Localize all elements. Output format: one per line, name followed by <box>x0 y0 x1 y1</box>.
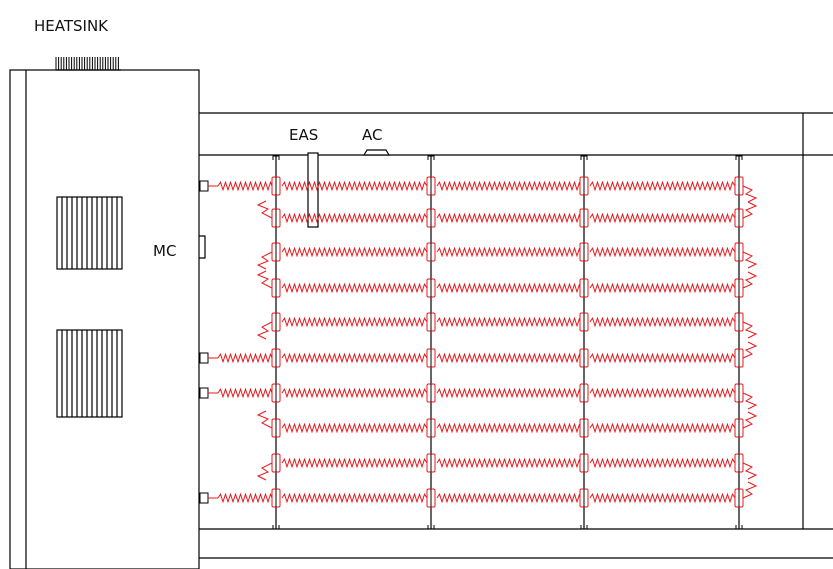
support-rails <box>272 155 743 530</box>
coil-segment <box>589 246 736 258</box>
coil-return-left <box>256 270 273 289</box>
coil-segment <box>281 352 428 364</box>
rail-bracket-bottom <box>272 525 280 530</box>
coil-segment <box>589 387 736 399</box>
coil-row <box>256 200 758 228</box>
coil-segment <box>436 282 581 294</box>
coil-return-right <box>742 251 758 269</box>
coil-return-left <box>256 251 273 270</box>
ac-label: AC <box>362 126 382 144</box>
coil-segment <box>281 180 428 192</box>
coil-segment <box>589 457 736 469</box>
coil-return-right <box>742 392 758 410</box>
coil-segment <box>589 422 736 434</box>
coil-segment <box>589 316 736 328</box>
terminal-block <box>199 180 209 192</box>
coil-segment <box>589 352 736 364</box>
coil-row <box>199 383 758 410</box>
coil-segment <box>217 352 273 364</box>
coil-segment <box>436 387 581 399</box>
duct-housing <box>199 112 833 559</box>
coil-return-right <box>742 411 758 429</box>
coil-segment <box>589 180 736 192</box>
coil-row <box>256 453 758 481</box>
coil-segment <box>436 212 581 224</box>
vent-frame <box>56 196 123 270</box>
vent-grille-top <box>56 196 123 270</box>
coil-segment <box>281 387 428 399</box>
rail-bracket-bottom <box>580 525 588 530</box>
coil-segment <box>436 180 581 192</box>
rail-bracket-bottom <box>735 525 743 530</box>
coil-segment <box>436 352 581 364</box>
coil-segment <box>436 422 581 434</box>
rail-bracket-top <box>427 155 435 160</box>
coil-return-left <box>256 410 273 429</box>
terminal-block <box>199 492 209 504</box>
coil-return-left <box>256 200 273 219</box>
coil-segment <box>281 316 428 328</box>
coil-return-right <box>742 321 758 339</box>
coil-return-right <box>742 341 758 359</box>
coil-segment <box>589 282 736 294</box>
coil-segment <box>589 492 736 504</box>
coil-segment <box>281 212 428 224</box>
rail-bracket-top <box>735 155 743 160</box>
coil-segment <box>436 246 581 258</box>
terminal-block <box>199 352 209 364</box>
heatsink-label: HEATSINK <box>34 17 109 35</box>
coil-segment <box>281 246 428 258</box>
eas-label: EAS <box>289 126 318 144</box>
coil-row <box>256 242 758 270</box>
rail-bracket-bottom <box>427 525 435 530</box>
coil-segment <box>436 316 581 328</box>
coil-row <box>256 270 758 298</box>
coil-return-right <box>742 201 758 219</box>
coil-segment <box>436 457 581 469</box>
terminal-block <box>199 387 209 399</box>
coil-segment <box>281 457 428 469</box>
rail-bracket-top <box>580 155 588 160</box>
coil-segment <box>217 387 273 399</box>
coil-return-right <box>742 462 758 480</box>
mc-label: MC <box>153 242 176 260</box>
coil-row <box>199 176 758 203</box>
vent-frame <box>56 329 123 418</box>
coil-return-right <box>742 271 758 289</box>
coil-segment <box>589 212 736 224</box>
coil-row <box>199 481 758 508</box>
heatsink-fins <box>55 57 121 71</box>
coil-return-left <box>256 462 273 481</box>
coil-return-left <box>256 321 273 340</box>
coil-return-right <box>742 185 758 203</box>
eas-sensor <box>307 152 319 228</box>
mc-connector <box>199 235 206 259</box>
vent-grille-bottom <box>56 329 123 418</box>
control-box-outline <box>9 69 200 569</box>
coil-segment <box>217 492 273 504</box>
rail-bracket-top <box>272 155 280 160</box>
coil-segment <box>281 422 428 434</box>
coil-row <box>256 410 758 438</box>
coil-return-right <box>742 481 758 499</box>
coil-segment <box>436 492 581 504</box>
coil-segment <box>281 282 428 294</box>
coil-segment <box>217 180 273 192</box>
heating-coils <box>199 176 758 508</box>
coil-row <box>256 312 758 340</box>
ac-sensor <box>362 149 391 156</box>
control-box <box>9 69 200 569</box>
coil-row <box>199 341 758 368</box>
coil-segment <box>281 492 428 504</box>
